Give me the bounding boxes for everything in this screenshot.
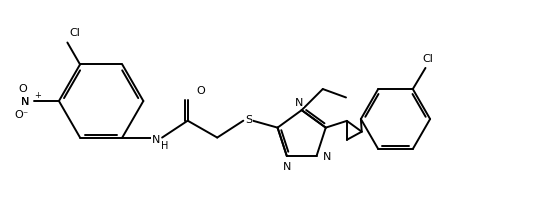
Text: N: N — [295, 97, 304, 107]
Text: N: N — [282, 161, 291, 171]
Text: +: + — [34, 91, 41, 99]
Text: Cl: Cl — [423, 54, 434, 64]
Text: ⁻: ⁻ — [23, 110, 28, 120]
Text: N: N — [21, 97, 30, 107]
Text: N: N — [322, 151, 331, 161]
Text: N: N — [151, 134, 160, 144]
Text: O: O — [197, 85, 205, 95]
Text: H: H — [161, 140, 168, 150]
Text: Cl: Cl — [70, 27, 81, 37]
Text: S: S — [246, 114, 253, 124]
Text: O: O — [18, 83, 27, 93]
Text: O: O — [14, 110, 23, 120]
Text: N: N — [21, 97, 30, 107]
